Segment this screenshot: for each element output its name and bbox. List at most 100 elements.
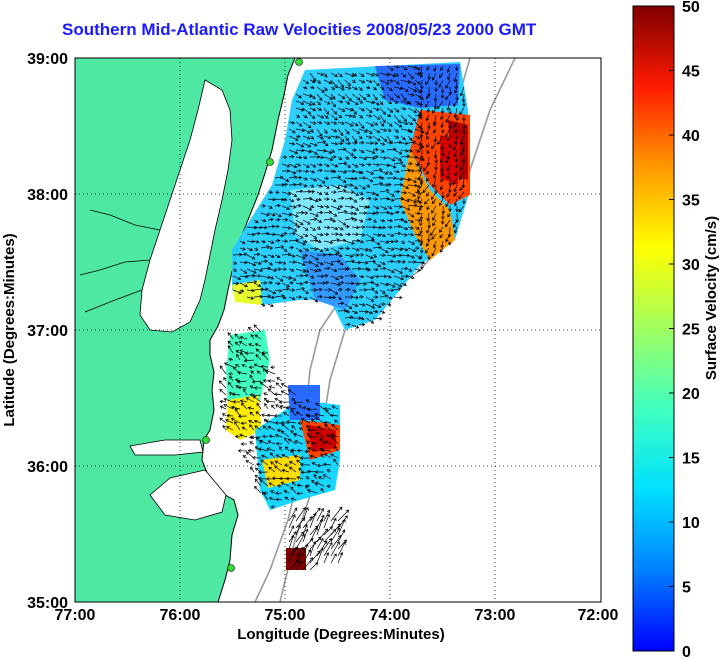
- velocity-arrow: [426, 191, 430, 197]
- velocity-arrow: [281, 275, 292, 280]
- velocity-arrow: [414, 156, 425, 162]
- velocity-arrow: [372, 267, 379, 272]
- velocity-arrow: [386, 78, 394, 83]
- velocity-arrow: [270, 461, 276, 466]
- velocity-arrow: [240, 402, 248, 410]
- velocity-arrow: [273, 413, 283, 418]
- velocity-arrow: [320, 448, 332, 453]
- velocity-arrow: [260, 254, 268, 259]
- velocity-arrow: [365, 121, 375, 127]
- velocity-arrow: [281, 423, 290, 431]
- velocity-arrow: [306, 428, 318, 432]
- velocity-arrow: [309, 226, 316, 231]
- velocity-arrow: [393, 107, 400, 113]
- velocity-arrow: [316, 294, 323, 299]
- velocity-arrow: [358, 149, 365, 154]
- velocity-arrow: [295, 524, 301, 536]
- velocity-arrow: [306, 440, 311, 445]
- velocity-arrow: [288, 260, 297, 264]
- velocity-arrow: [426, 93, 430, 100]
- velocity-arrow: [309, 288, 318, 292]
- velocity-arrow: [400, 282, 408, 287]
- velocity-arrow: [237, 448, 248, 453]
- velocity-arrow: [253, 225, 263, 230]
- velocity-arrow: [268, 385, 276, 389]
- velocity-arrow: [237, 385, 248, 390]
- velocity-arrow: [295, 254, 306, 260]
- velocity-arrow: [351, 225, 360, 230]
- velocity-arrow: [291, 481, 297, 487]
- velocity-arrow: [281, 231, 288, 236]
- velocity-arrow: [309, 550, 321, 564]
- velocity-arrow: [372, 240, 381, 246]
- velocity-arrow: [316, 514, 325, 529]
- velocity-arrow: [426, 149, 430, 155]
- velocity-arrow: [316, 191, 323, 196]
- velocity-arrow: [358, 205, 368, 209]
- velocity-arrow: [386, 86, 393, 91]
- velocity-arrow: [386, 93, 394, 101]
- velocity-arrow: [239, 352, 248, 361]
- velocity-arrow: [302, 538, 314, 550]
- velocity-arrow: [386, 288, 395, 292]
- velocity-arrow: [447, 212, 451, 218]
- velocity-arrow: [302, 128, 311, 134]
- velocity-arrow: [427, 86, 431, 97]
- velocity-arrow: [439, 156, 444, 164]
- velocity-arrow: [323, 142, 329, 146]
- velocity-arrow: [330, 114, 338, 121]
- velocity-arrow: [267, 205, 273, 209]
- velocity-arrow: [288, 142, 296, 146]
- velocity-arrow: [295, 189, 304, 194]
- velocity-arrow: [281, 191, 292, 196]
- velocity-arrow: [433, 135, 438, 143]
- velocity-arrow: [274, 233, 285, 238]
- velocity-arrow: [426, 65, 430, 71]
- velocity-arrow: [281, 295, 287, 300]
- velocity-arrow: [316, 540, 328, 557]
- velocity-arrow: [337, 128, 344, 137]
- velocity-arrow: [316, 287, 323, 292]
- velocity-arrow: [365, 114, 373, 118]
- velocity-arrow: [295, 273, 304, 278]
- velocity-arrow: [256, 436, 262, 445]
- velocity-arrow: [453, 198, 458, 207]
- velocity-arrow: [296, 483, 304, 488]
- velocity-arrow: [407, 198, 418, 204]
- velocity-arrow: [351, 163, 359, 168]
- velocity-arrow: [246, 239, 255, 244]
- velocity-arrow: [419, 86, 424, 94]
- velocity-arrow: [323, 100, 331, 105]
- velocity-arrow: [295, 261, 306, 267]
- velocity-arrow: [323, 176, 330, 181]
- velocity-arrow: [372, 210, 380, 215]
- velocity-arrow: [337, 156, 343, 160]
- velocity-arrow: [407, 240, 416, 245]
- velocity-arrow: [256, 402, 262, 410]
- velocity-arrow: [323, 252, 333, 257]
- velocity-arrow: [274, 203, 281, 208]
- velocity-arrow: [302, 85, 308, 90]
- velocity-arrow: [358, 176, 367, 180]
- velocity-arrow: [407, 79, 417, 86]
- velocity-arrow: [461, 156, 466, 164]
- velocity-arrow: [311, 441, 318, 446]
- velocity-arrow: [448, 177, 453, 187]
- velocity-arrow: [309, 247, 318, 251]
- velocity-arrow: [316, 507, 324, 522]
- velocity-arrow: [344, 315, 354, 320]
- velocity-arrow: [365, 135, 373, 139]
- velocity-arrow: [288, 268, 295, 272]
- velocity-arrow: [365, 310, 374, 315]
- velocity-arrow: [288, 288, 296, 293]
- velocity-arrow: [267, 240, 275, 244]
- velocity-arrow: [431, 205, 437, 214]
- y-tick-label: 37:00: [27, 323, 68, 340]
- velocity-arrow: [393, 205, 403, 209]
- velocity-arrow: [232, 261, 238, 265]
- velocity-arrow: [314, 412, 325, 417]
- velocity-arrow: [400, 135, 406, 141]
- velocity-arrow: [431, 107, 437, 114]
- velocity-arrow: [246, 254, 256, 260]
- velocity-arrow: [337, 551, 344, 564]
